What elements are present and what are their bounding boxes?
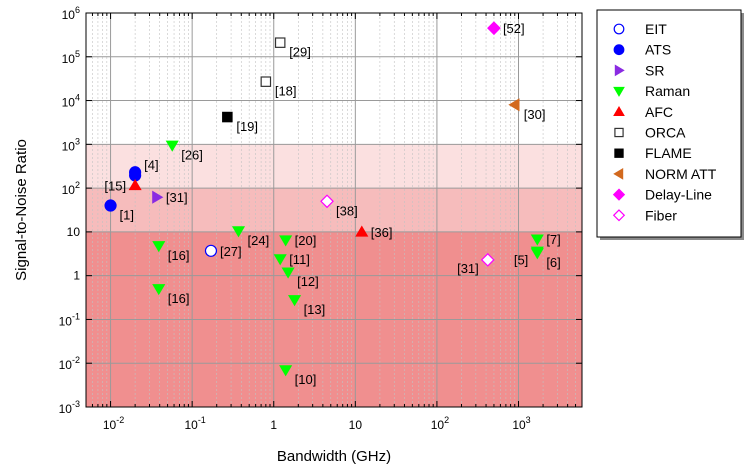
snr-band-3 <box>86 144 582 189</box>
y-tick-label: 10-1 <box>59 311 80 328</box>
data-point <box>104 199 117 212</box>
point-ref-label: [15] <box>104 178 126 193</box>
data-point <box>508 98 520 112</box>
point-ref-label: [20] <box>295 233 317 248</box>
legend: EIT ATS SR Raman AFC ORCA FLAME NORM ATT Delay-L… <box>596 9 744 240</box>
legend-entry-label: FLAME <box>645 145 692 161</box>
legend-marker <box>613 86 625 97</box>
point-ref-label: [4] <box>144 157 158 172</box>
legend-marker <box>612 209 626 222</box>
y-tick-label: 105 <box>62 49 80 66</box>
legend-entry-label: Fiber <box>645 207 677 223</box>
data-point <box>279 235 293 247</box>
data-point <box>231 226 246 238</box>
point-ref-label: [11] <box>289 252 310 267</box>
data-point <box>165 140 179 152</box>
data-point <box>204 244 218 257</box>
y-tick-label: 10 <box>67 225 81 239</box>
point-ref-label: [12] <box>297 274 319 289</box>
y-tick-label: 10-3 <box>59 399 80 416</box>
legend-marker <box>614 127 624 138</box>
y-tick-label: 106 <box>62 5 80 22</box>
point-ref-label: [38] <box>336 203 358 218</box>
point-ref-label: [24] <box>248 233 270 248</box>
data-point <box>279 365 293 377</box>
x-tick-label: 1 <box>270 418 277 432</box>
legend-entry-label: EIT <box>645 21 667 37</box>
data-point <box>320 194 334 209</box>
data-point <box>281 267 295 279</box>
data-point <box>530 234 544 246</box>
point-ref-label: [13] <box>304 302 326 317</box>
y-tick-label: 103 <box>62 136 80 153</box>
legend-entry-label: ATS <box>645 42 671 58</box>
data-point <box>152 241 166 253</box>
point-ref-label: [16] <box>168 291 190 306</box>
point-ref-label: [36] <box>371 225 393 240</box>
data-point <box>128 179 142 191</box>
x-tick-labels: 10-2 10-1 1 10 102 103 <box>103 415 531 432</box>
y-axis-label: Signal-to-Noise Ratio <box>13 139 30 281</box>
legend-marker <box>613 44 625 56</box>
data-point <box>288 295 302 307</box>
legend-entry-label: Raman <box>645 83 690 99</box>
legend-marker <box>613 23 625 35</box>
point-ref-label: [1] <box>120 208 134 223</box>
point-ref-label: [19] <box>236 119 258 134</box>
data-point <box>152 284 166 296</box>
legend-marker <box>614 148 624 158</box>
data-point <box>487 21 501 36</box>
point-ref-label: [7] <box>546 232 560 247</box>
point-ref-label: [52] <box>503 21 525 36</box>
point-ref-label: [29] <box>289 45 311 60</box>
x-tick-label: 10-2 <box>103 415 124 432</box>
data-point <box>222 111 233 123</box>
x-axis-label: Bandwidth (GHz) <box>277 448 391 465</box>
legend-entry-label: ORCA <box>645 125 686 141</box>
y-tick-label: 104 <box>62 93 80 110</box>
data-points: [27] [1] [4] [31] [26] [16] [16] [24] [20] [11] [1… <box>104 21 560 387</box>
snr-band-2 <box>86 188 582 232</box>
legend-marker <box>613 106 625 117</box>
y-tick-labels: 10-3 10-2 10-1 1 10 102 103 104 105 106 <box>59 5 81 416</box>
legend-marker <box>614 64 625 77</box>
point-ref-label: [10] <box>295 372 317 387</box>
point-ref-label: [31] <box>457 261 479 276</box>
point-ref-label: [30] <box>524 107 546 122</box>
y-tick-label: 10-2 <box>59 355 80 372</box>
data-point <box>152 190 164 204</box>
data-point <box>530 248 544 260</box>
legend-entry-label: SR <box>645 62 664 78</box>
point-ref-label: [31] <box>166 190 188 205</box>
data-point <box>480 252 495 267</box>
data-point <box>260 76 272 87</box>
x-tick-label: 10 <box>349 418 363 432</box>
point-ref-label: [6] <box>546 255 560 270</box>
x-tick-label: 102 <box>431 415 449 432</box>
point-ref-label: [27] <box>220 244 242 259</box>
point-ref-label: [18] <box>275 84 297 99</box>
data-point <box>273 254 287 266</box>
data-point <box>274 37 286 48</box>
legend-marker <box>613 168 624 180</box>
legend-entry-label: Delay-Line <box>645 187 712 203</box>
legend-marker <box>612 188 626 201</box>
y-tick-label: 1 <box>73 269 80 283</box>
point-ref-label: [16] <box>168 248 190 263</box>
y-tick-label: 102 <box>62 180 80 197</box>
point-ref-label: [5] <box>514 252 528 267</box>
plot-frame <box>85 12 583 408</box>
x-tick-label: 103 <box>512 415 530 432</box>
axis-ticks <box>85 12 583 408</box>
legend-entry-label: NORM ATT <box>645 166 717 182</box>
legend-entry-label: AFC <box>645 104 673 120</box>
data-point <box>355 225 369 237</box>
point-ref-label: [26] <box>181 147 203 162</box>
x-tick-label: 10-1 <box>184 415 205 432</box>
